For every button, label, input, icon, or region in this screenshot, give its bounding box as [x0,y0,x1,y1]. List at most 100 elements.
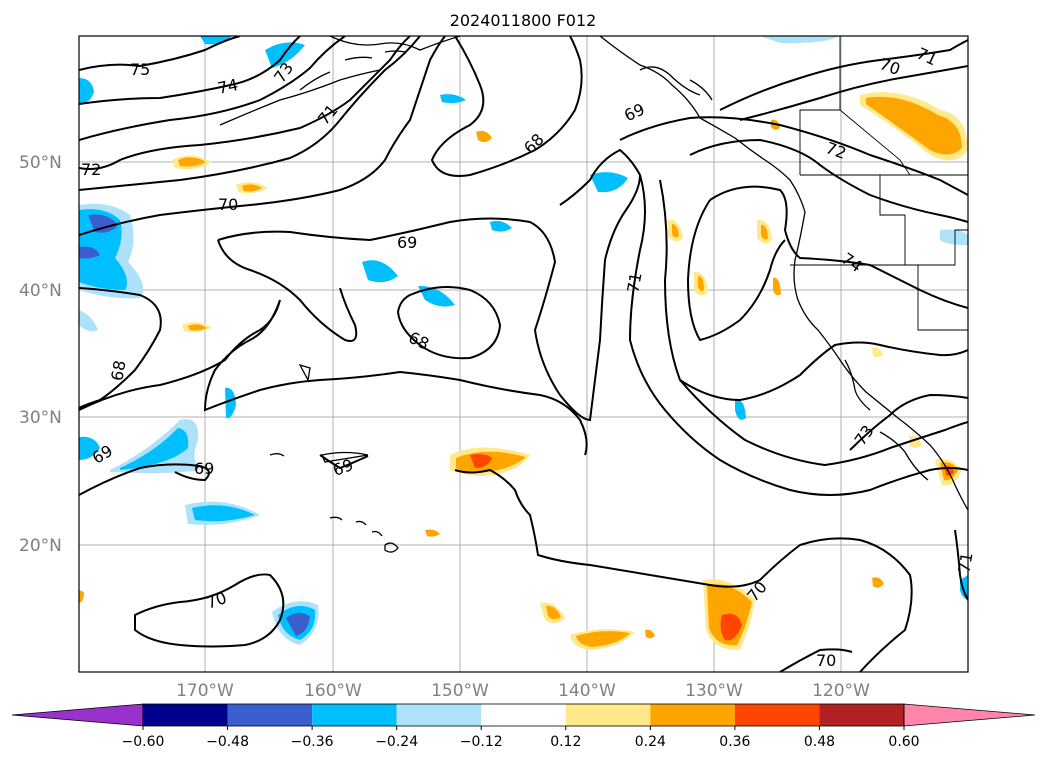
shade-blob [120,428,189,470]
shade-blob [698,276,704,291]
shade-blob [773,277,781,296]
colorbar-segment [481,704,566,726]
contour-line [659,179,968,467]
shade-blob [761,224,768,240]
shade-blob [188,324,207,331]
shade-blob [225,387,236,419]
contour-line [79,299,588,456]
shaded-field [79,36,968,651]
contour-line [79,287,162,409]
shade-blob [872,347,883,358]
coastlines [219,36,968,553]
shade-blob [576,631,630,647]
colorbar-segment [650,704,735,726]
lon-label: 160°W [304,681,362,701]
contour-line [628,174,968,496]
contour-line [217,239,358,342]
contour-label: 69 [194,459,214,478]
colorbar-tick-label: −0.60 [122,734,165,750]
lon-label: 130°W [685,681,743,701]
lon-label: 170°W [176,681,234,701]
shade-blob [476,130,492,143]
shade-blob [940,229,968,246]
lat-label: 40°N [19,281,62,301]
contour-line [79,36,411,170]
contour-line [217,148,642,422]
shade-blob [362,260,398,283]
colorbar-segment [143,704,228,726]
map-title: 2024011800 F012 [450,11,597,30]
contour-line [134,573,285,648]
shade-blob [200,36,232,45]
latitude-labels: 50°N 40°N 30°N 20°N [19,153,62,556]
contour-line [454,468,913,672]
contour-label: 75 [130,60,150,79]
contour-label: 70 [816,651,836,670]
contour-line [79,36,446,236]
colorbar-extend-low [11,703,144,727]
shade-blob [672,224,679,238]
contour-line [686,199,786,342]
contour-line [739,65,968,121]
lat-label: 30°N [19,408,62,428]
shade-blob [490,220,512,232]
shade-blob [178,157,206,167]
contour-label: 74 [216,75,240,98]
colorbar-tick-label: 0.60 [888,734,919,750]
shade-blob [79,209,128,290]
colorbar-segment [227,704,313,726]
shade-blob [645,629,655,639]
contour-line [79,36,241,71]
contour-label: 72 [81,160,101,179]
colorbar-frame [142,703,905,727]
shade-blob [470,454,492,468]
colorbar-tick-label: −0.12 [460,734,503,750]
political-borders [790,36,968,331]
map-layers [79,36,968,672]
lon-label: 150°W [431,681,489,701]
contour-line [79,36,301,105]
contour-line [79,36,346,141]
colorbar-tick-label: 0.24 [635,734,666,750]
colorbar-extend-high [903,703,1036,727]
contour-label: 71 [623,271,645,294]
contour-line [79,463,210,496]
colorbar-segment [819,704,904,726]
colorbar-segment [565,704,651,726]
contour-line [679,341,968,402]
contour-line [319,454,369,470]
shade-blob [425,529,440,537]
lat-label: 20°N [19,536,62,556]
height-contours [79,36,968,672]
shade-blob [265,42,305,68]
contour-line [689,138,968,223]
plot-area [79,36,968,672]
shade-blob [286,612,310,636]
shade-blob [88,214,118,233]
colorbar-segment [734,704,820,726]
shade-blob [192,505,255,522]
contour-line [719,39,968,111]
lon-label: 140°W [558,681,616,701]
lon-label: 120°W [812,681,870,701]
shade-blob [735,399,746,420]
contour-line [849,393,968,451]
shade-blob [909,435,922,448]
shade-blob [418,285,455,307]
contour-line [619,116,968,196]
shade-blob [590,172,628,193]
colorbar-tick-label: 0.48 [804,734,835,750]
shade-blob [79,310,98,332]
contour-label: 68 [107,359,129,382]
colorbar: −0.60 −0.48 −0.36 −0.24 −0.12 0.12 0.24 0.36 0.4… [11,703,1036,750]
contour-label: 70 [218,195,238,214]
contour-label: 69 [397,233,417,252]
colorbar-tick-label: 0.36 [719,734,750,750]
contour-line [396,285,502,360]
colorbar-segment [396,704,482,726]
longitude-labels: 170°W 160°W 150°W 140°W 130°W 120°W [176,681,870,701]
colorbar-segment [312,704,397,726]
shade-blob [242,184,262,192]
shade-blob [440,94,466,104]
